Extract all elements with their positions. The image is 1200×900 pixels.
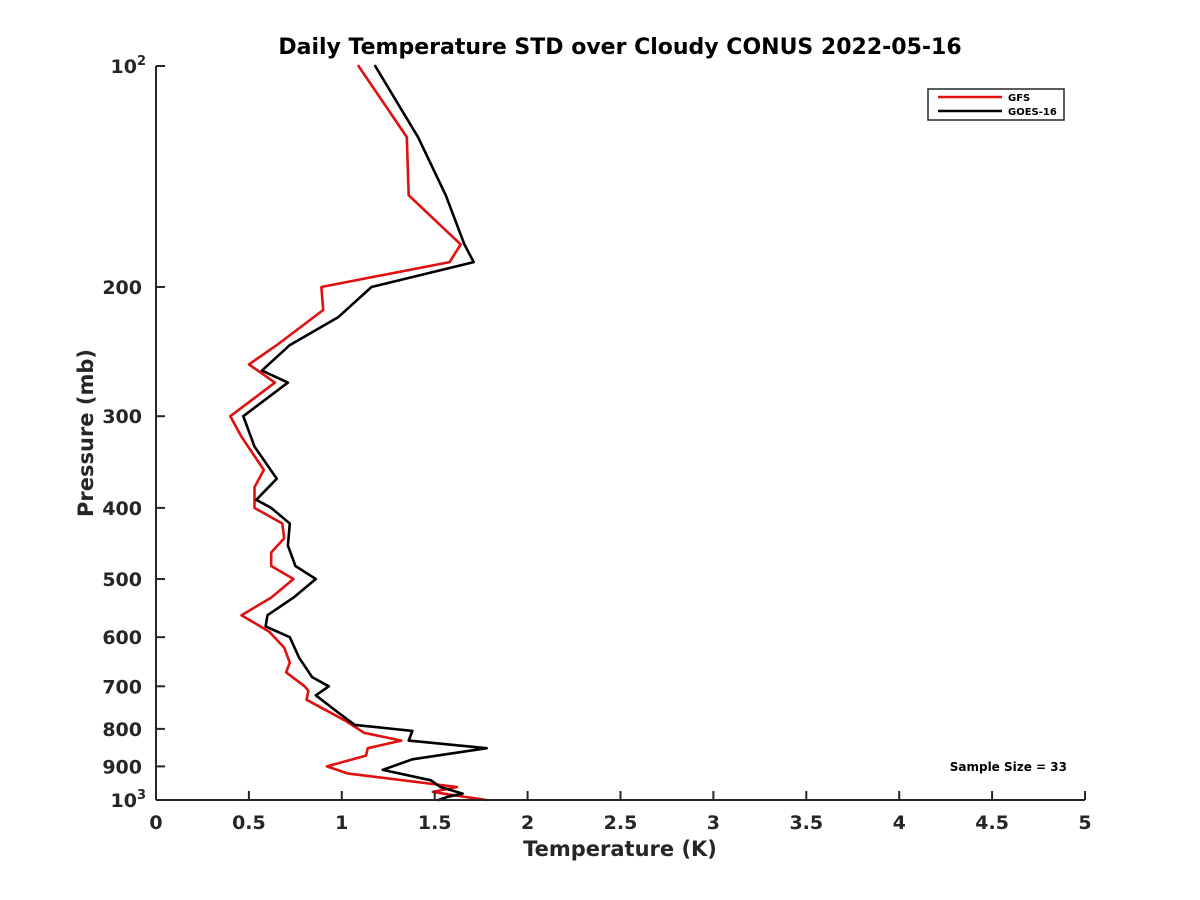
series-line-gfs (229, 64, 489, 802)
x-tick-label: 1 (335, 812, 348, 834)
x-tick-label: 4.5 (975, 812, 1009, 834)
y-tick-label-exponent: 2 (137, 54, 146, 69)
y-axis-title: Pressure (mb) (74, 349, 98, 517)
x-tick-label: 0.5 (232, 812, 266, 834)
x-tick-label: 3 (707, 812, 720, 834)
legend-label-gfs: GFS (1008, 93, 1030, 104)
legend: GFS GOES-16 (927, 88, 1065, 121)
sample-size-annotation: Sample Size = 33 (950, 760, 1067, 774)
y-tick-label-exponent: 3 (137, 788, 146, 803)
x-tick-label: 4 (893, 812, 906, 834)
y-tick-label: 900 (102, 756, 142, 778)
y-tick-label: 300 (102, 406, 142, 428)
y-tick-label: 103 (111, 788, 147, 812)
legend-box (927, 88, 1065, 121)
chart-title: Daily Temperature STD over Cloudy CONUS … (278, 35, 961, 60)
series-line-goes16 (242, 64, 489, 802)
y-tick-label: 102 (111, 54, 147, 78)
x-axis-ticks: 0 0.5 1 1.5 2 2.5 3 3.5 4 4.5 5 (149, 791, 1092, 834)
x-tick-label: 1.5 (418, 812, 452, 834)
y-tick-label: 800 (102, 719, 142, 741)
plot-area (229, 64, 489, 802)
y-tick-label-base: 10 (111, 790, 137, 812)
x-tick-label: 0 (149, 812, 162, 834)
y-tick-label: 200 (102, 277, 142, 299)
x-tick-label: 5 (1078, 812, 1091, 834)
x-tick-label: 2.5 (604, 812, 638, 834)
x-tick-label: 3.5 (789, 812, 823, 834)
x-axis-title: Temperature (K) (523, 837, 717, 861)
y-tick-label: 400 (102, 498, 142, 520)
x-tick-label: 2 (521, 812, 534, 834)
y-tick-label: 700 (102, 676, 142, 698)
y-tick-label: 500 (102, 569, 142, 591)
legend-label-goes16: GOES-16 (1008, 107, 1057, 118)
y-tick-label-base: 10 (111, 56, 137, 78)
axes (155, 66, 1085, 801)
y-tick-label: 600 (102, 627, 142, 649)
